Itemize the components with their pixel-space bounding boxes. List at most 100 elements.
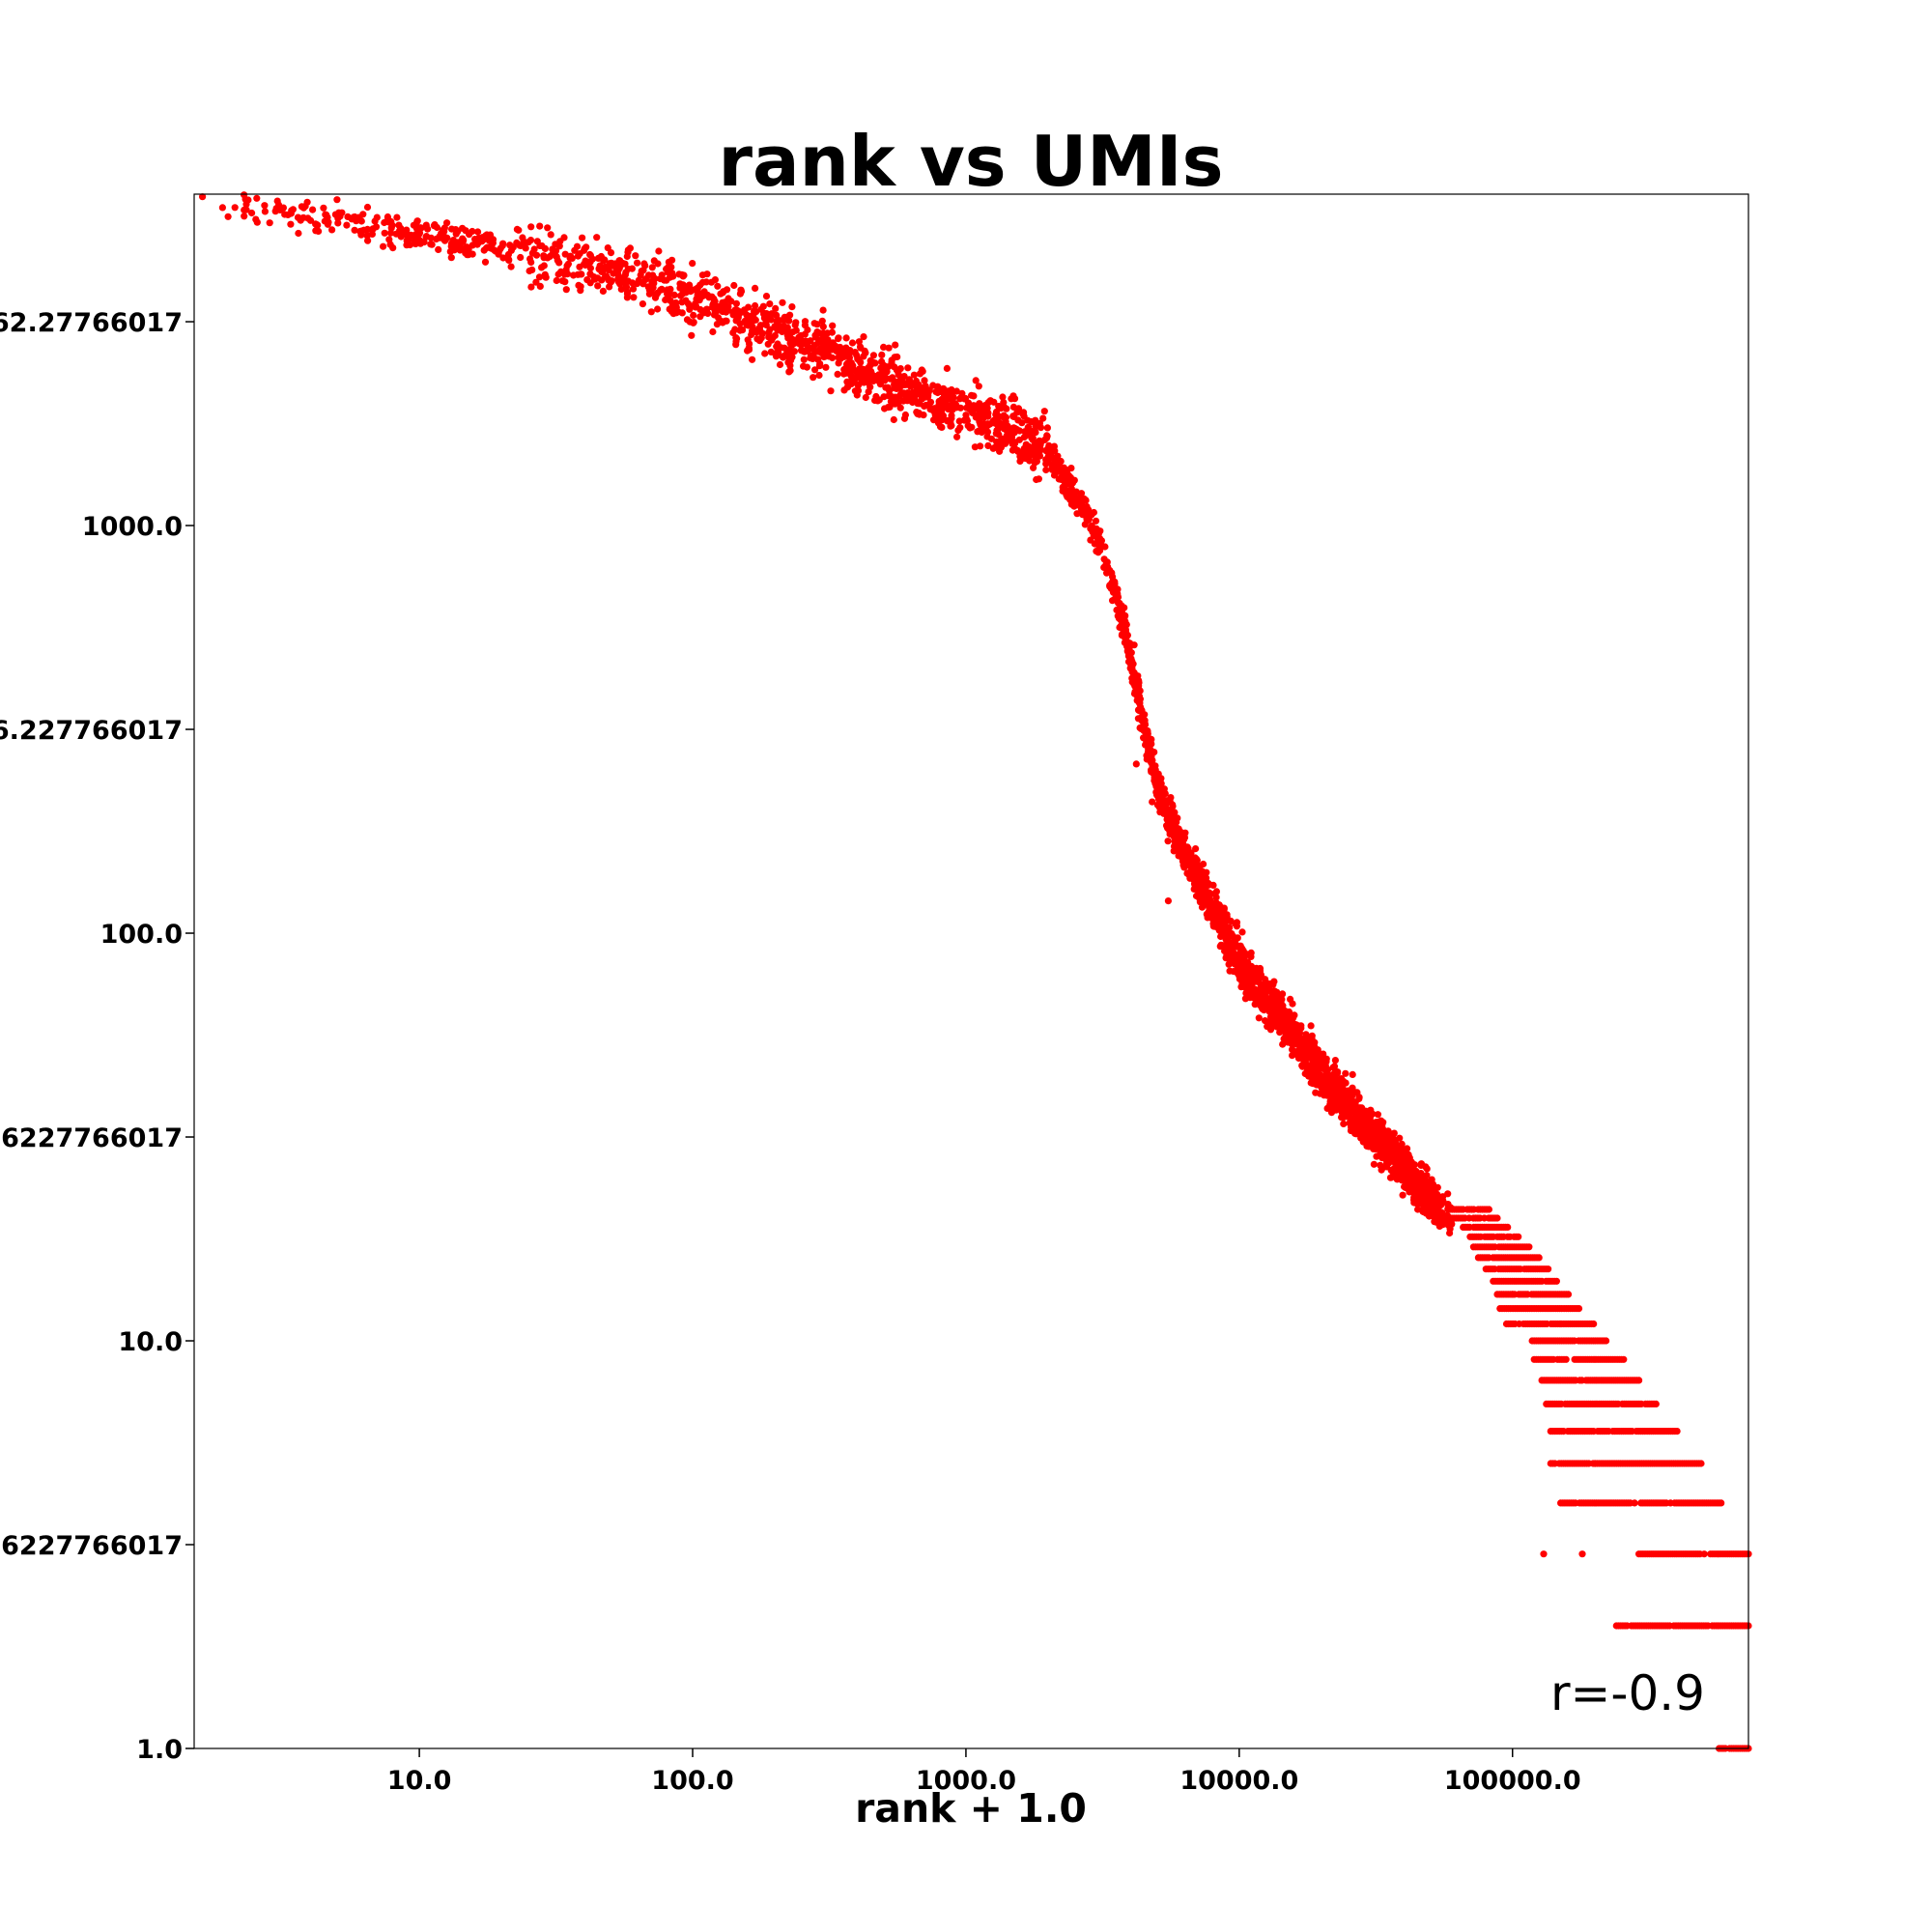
data-point bbox=[885, 344, 893, 352]
data-point bbox=[449, 237, 457, 244]
data-point bbox=[764, 340, 772, 348]
data-point bbox=[698, 271, 707, 279]
data-point bbox=[731, 306, 739, 314]
data-point bbox=[702, 278, 710, 286]
data-point bbox=[532, 251, 541, 259]
data-point bbox=[1420, 1202, 1428, 1209]
data-point bbox=[690, 311, 697, 319]
data-point bbox=[1365, 1118, 1374, 1125]
data-point bbox=[867, 375, 875, 383]
data-point bbox=[1212, 888, 1220, 895]
data-point bbox=[261, 208, 269, 215]
data-point bbox=[1393, 1159, 1401, 1167]
data-point bbox=[1277, 1020, 1285, 1028]
data-point bbox=[1000, 413, 1008, 421]
data-point bbox=[273, 197, 281, 205]
data-point bbox=[1088, 522, 1095, 529]
data-point bbox=[732, 334, 740, 342]
data-point bbox=[892, 341, 899, 349]
data-point bbox=[454, 241, 462, 249]
data-point bbox=[949, 389, 956, 397]
chart-title: rank vs UMIs bbox=[719, 121, 1224, 202]
data-point bbox=[1437, 1221, 1445, 1229]
data-point bbox=[888, 392, 895, 400]
data-point bbox=[940, 389, 948, 397]
data-point bbox=[852, 368, 860, 376]
data-point bbox=[1138, 717, 1146, 724]
data-point bbox=[1408, 1165, 1416, 1173]
data-point bbox=[846, 347, 854, 355]
data-point bbox=[624, 248, 632, 256]
data-point bbox=[732, 317, 740, 325]
data-points bbox=[199, 191, 1752, 1752]
data-point bbox=[938, 409, 946, 416]
data-point bbox=[242, 206, 250, 213]
data-point bbox=[801, 318, 810, 326]
data-point bbox=[1504, 1223, 1512, 1231]
data-point bbox=[1113, 596, 1121, 604]
data-point bbox=[1389, 1168, 1397, 1177]
data-point bbox=[1025, 427, 1033, 435]
data-point bbox=[1171, 829, 1179, 837]
data-point bbox=[906, 379, 914, 386]
data-point bbox=[972, 377, 980, 384]
data-point bbox=[1331, 1057, 1339, 1065]
data-point bbox=[1124, 658, 1133, 666]
data-point bbox=[1256, 964, 1264, 973]
data-point bbox=[835, 334, 842, 342]
data-point bbox=[779, 327, 786, 335]
data-point bbox=[1178, 832, 1185, 839]
data-point bbox=[1050, 471, 1059, 479]
data-point bbox=[655, 247, 663, 255]
x-axis-label: rank + 1.0 bbox=[855, 1785, 1087, 1832]
data-point bbox=[654, 305, 662, 313]
data-point bbox=[1097, 537, 1105, 545]
data-point bbox=[1306, 1037, 1314, 1044]
data-point bbox=[1378, 1121, 1386, 1128]
data-point bbox=[1215, 915, 1223, 923]
data-point bbox=[869, 352, 878, 359]
data-point bbox=[730, 281, 738, 290]
data-point bbox=[615, 265, 623, 272]
data-point bbox=[1247, 981, 1255, 989]
data-point bbox=[1194, 862, 1202, 869]
data-point bbox=[403, 237, 411, 244]
data-point bbox=[594, 282, 602, 290]
data-point bbox=[961, 394, 970, 403]
data-point bbox=[544, 254, 552, 262]
data-point bbox=[1121, 604, 1128, 611]
data-point bbox=[1032, 429, 1039, 437]
data-point bbox=[896, 390, 904, 399]
data-point bbox=[1140, 726, 1148, 734]
data-point bbox=[1255, 1014, 1263, 1022]
data-point bbox=[707, 278, 716, 286]
data-point bbox=[322, 211, 329, 218]
data-point bbox=[896, 404, 904, 412]
data-point bbox=[1011, 440, 1019, 447]
data-point bbox=[1545, 1265, 1552, 1273]
data-point bbox=[433, 223, 440, 232]
data-point bbox=[1374, 1128, 1381, 1136]
data-point bbox=[1289, 1045, 1296, 1053]
data-point bbox=[819, 323, 827, 330]
data-point bbox=[924, 392, 932, 400]
data-point bbox=[1157, 796, 1165, 804]
data-point bbox=[891, 400, 899, 408]
data-point bbox=[651, 274, 659, 283]
data-point bbox=[1000, 398, 1008, 407]
data-point bbox=[682, 297, 690, 304]
data-point bbox=[1419, 1173, 1427, 1181]
data-point bbox=[1243, 974, 1251, 982]
x-tick-label: 100.0 bbox=[651, 1766, 733, 1796]
data-point bbox=[522, 244, 529, 252]
data-point bbox=[1296, 1044, 1304, 1052]
data-point bbox=[608, 277, 616, 285]
data-point bbox=[785, 351, 793, 358]
data-point bbox=[535, 273, 544, 281]
data-point bbox=[504, 250, 513, 259]
data-point bbox=[855, 338, 864, 346]
data-point bbox=[748, 330, 755, 339]
data-point bbox=[1552, 1277, 1560, 1285]
data-point bbox=[248, 209, 256, 217]
